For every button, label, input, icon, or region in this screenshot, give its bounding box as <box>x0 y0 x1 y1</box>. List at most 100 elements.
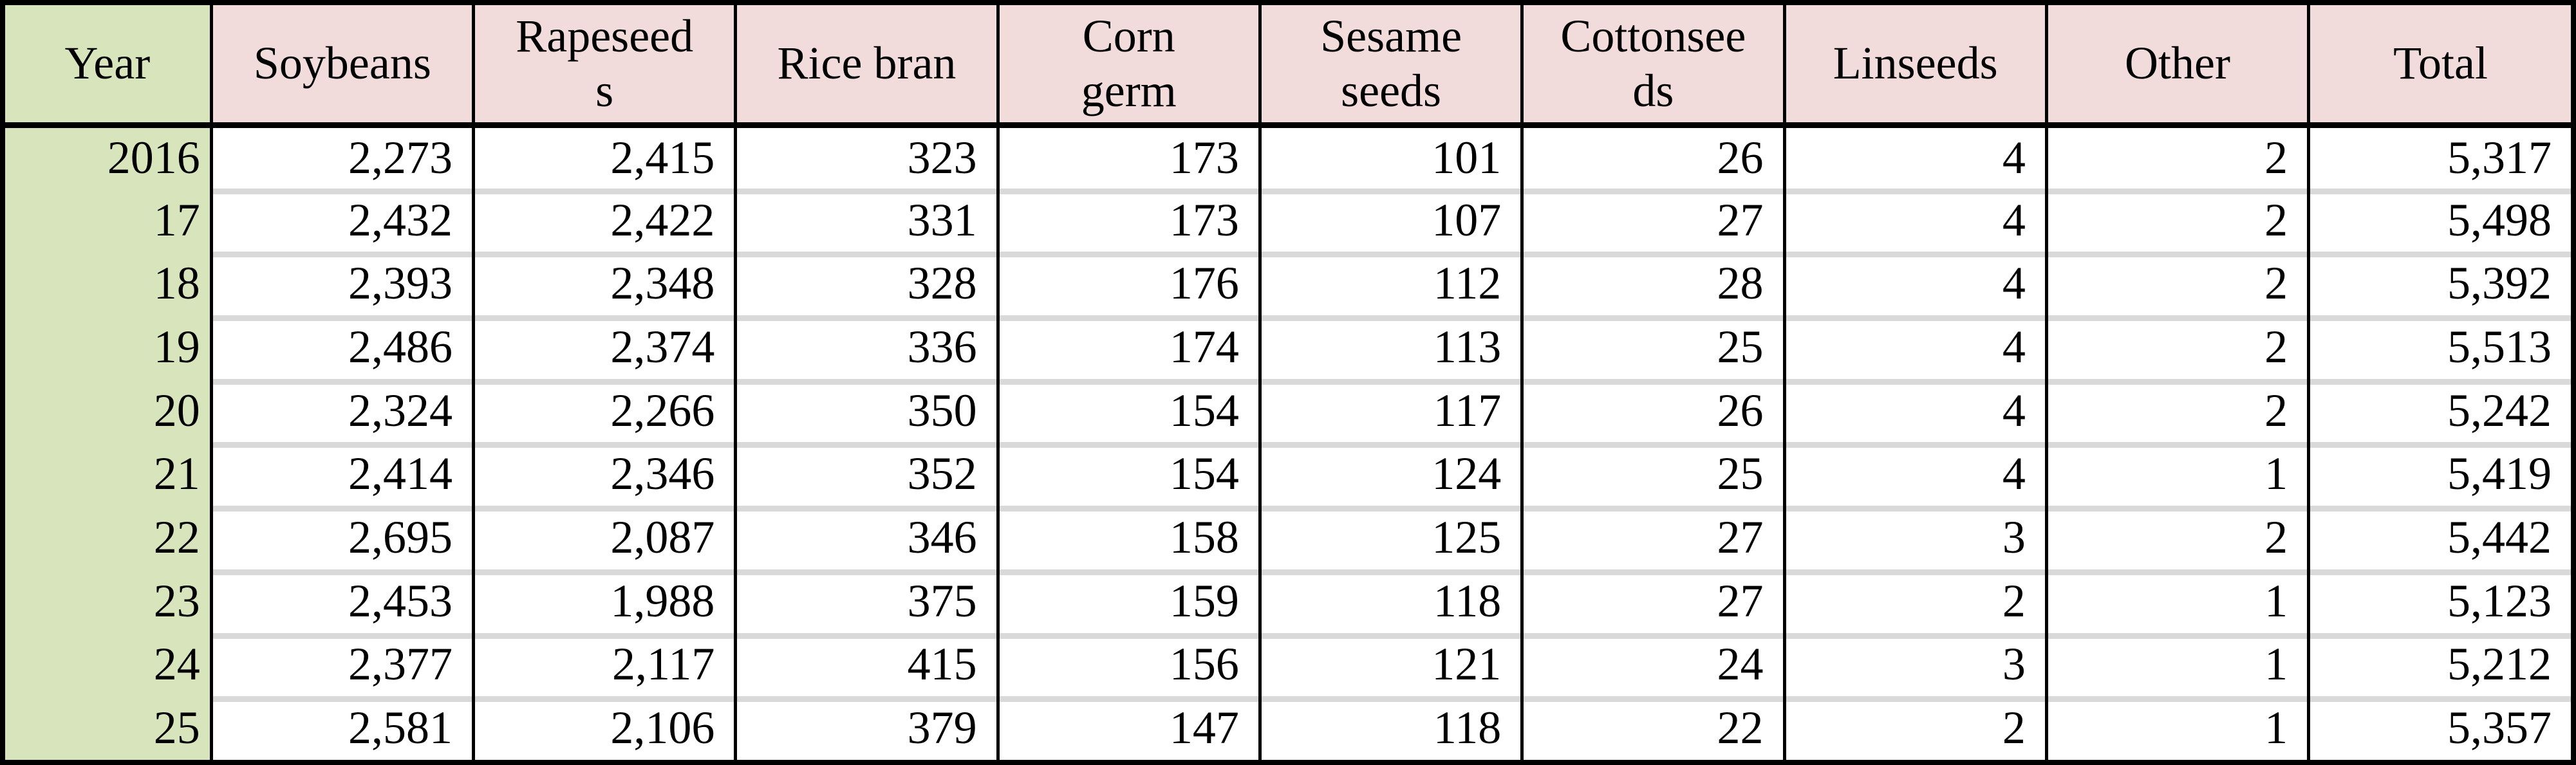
value-cell: 173 <box>996 188 1260 252</box>
value-cell: 121 <box>1258 632 1522 697</box>
value-cell: 336 <box>734 315 998 379</box>
table-row: 2016 2,273 2,415 323 173 101 26 4 2 5,317 <box>5 125 2571 189</box>
value-cell: 328 <box>734 252 998 316</box>
value-cell: 352 <box>734 442 998 506</box>
value-cell: 375 <box>734 569 998 633</box>
value-cell: 27 <box>1520 506 1785 569</box>
value-cell: 2 <box>2044 378 2309 443</box>
year-cell: 19 <box>5 315 212 379</box>
value-cell: 101 <box>1258 125 1522 189</box>
value-cell: 5,357 <box>2307 696 2571 760</box>
year-cell: 20 <box>5 378 212 443</box>
value-cell: 2 <box>1782 696 2047 760</box>
header-cell-rapeseeds: Rapeseed s <box>472 5 736 128</box>
value-cell: 1 <box>2044 442 2309 506</box>
table-row: 24 2,377 2,117 415 156 121 24 3 1 5,212 <box>5 632 2571 697</box>
value-cell: 5,392 <box>2307 252 2571 316</box>
year-cell: 18 <box>5 252 212 316</box>
value-cell: 156 <box>996 632 1260 697</box>
table-row: 22 2,695 2,087 346 158 125 27 3 2 5,442 <box>5 506 2571 569</box>
table-body: 2016 2,273 2,415 323 173 101 26 4 2 5,317 17 2,432 2… <box>5 125 2571 760</box>
data-table: Year Soybeans Rapeseed s Rice bran Corn … <box>5 5 2571 760</box>
value-cell: 24 <box>1520 632 1785 697</box>
value-cell: 2,414 <box>209 442 474 506</box>
value-cell: 26 <box>1520 378 1785 443</box>
value-cell: 5,419 <box>2307 442 2571 506</box>
header-row: Year Soybeans Rapeseed s Rice bran Corn … <box>5 5 2571 128</box>
value-cell: 346 <box>734 506 998 569</box>
header-cell-linseeds: Linseeds <box>1782 5 2047 128</box>
value-cell: 2,432 <box>209 188 474 252</box>
value-cell: 2,346 <box>472 442 736 506</box>
value-cell: 2,393 <box>209 252 474 316</box>
value-cell: 2 <box>2044 506 2309 569</box>
value-cell: 124 <box>1258 442 1522 506</box>
value-cell: 107 <box>1258 188 1522 252</box>
value-cell: 118 <box>1258 569 1522 633</box>
value-cell: 331 <box>734 188 998 252</box>
value-cell: 22 <box>1520 696 1785 760</box>
value-cell: 4 <box>1782 378 2047 443</box>
header-cell-total: Total <box>2307 5 2571 128</box>
table-row: 20 2,324 2,266 350 154 117 26 4 2 5,242 <box>5 378 2571 443</box>
value-cell: 4 <box>1782 188 2047 252</box>
value-cell: 1 <box>2044 632 2309 697</box>
value-cell: 5,498 <box>2307 188 2571 252</box>
value-cell: 1 <box>2044 569 2309 633</box>
table-row: 21 2,414 2,346 352 154 124 25 4 1 5,419 <box>5 442 2571 506</box>
value-cell: 2,266 <box>472 378 736 443</box>
value-cell: 173 <box>996 125 1260 189</box>
value-cell: 323 <box>734 125 998 189</box>
value-cell: 25 <box>1520 315 1785 379</box>
value-cell: 5,242 <box>2307 378 2571 443</box>
value-cell: 379 <box>734 696 998 760</box>
value-cell: 2,324 <box>209 378 474 443</box>
value-cell: 2,486 <box>209 315 474 379</box>
value-cell: 27 <box>1520 188 1785 252</box>
table-row: 25 2,581 2,106 379 147 118 22 2 1 5,357 <box>5 696 2571 760</box>
value-cell: 2,377 <box>209 632 474 697</box>
value-cell: 2,422 <box>472 188 736 252</box>
header-cell-sesame-seeds: Sesame seeds <box>1258 5 1522 128</box>
value-cell: 112 <box>1258 252 1522 316</box>
year-cell: 22 <box>5 506 212 569</box>
value-cell: 25 <box>1520 442 1785 506</box>
header-cell-year: Year <box>5 5 212 128</box>
value-cell: 154 <box>996 378 1260 443</box>
value-cell: 350 <box>734 378 998 443</box>
value-cell: 113 <box>1258 315 1522 379</box>
value-cell: 176 <box>996 252 1260 316</box>
value-cell: 1,988 <box>472 569 736 633</box>
value-cell: 118 <box>1258 696 1522 760</box>
value-cell: 28 <box>1520 252 1785 316</box>
value-cell: 2 <box>2044 252 2309 316</box>
value-cell: 5,513 <box>2307 315 2571 379</box>
value-cell: 158 <box>996 506 1260 569</box>
value-cell: 117 <box>1258 378 1522 443</box>
year-cell: 24 <box>5 632 212 697</box>
value-cell: 174 <box>996 315 1260 379</box>
value-cell: 27 <box>1520 569 1785 633</box>
header-cell-corn-germ: Corn germ <box>996 5 1260 128</box>
year-cell: 2016 <box>5 125 212 189</box>
value-cell: 4 <box>1782 315 2047 379</box>
value-cell: 154 <box>996 442 1260 506</box>
value-cell: 4 <box>1782 125 2047 189</box>
value-cell: 5,442 <box>2307 506 2571 569</box>
value-cell: 4 <box>1782 252 2047 316</box>
value-cell: 2,106 <box>472 696 736 760</box>
value-cell: 3 <box>1782 632 2047 697</box>
table-row: 23 2,453 1,988 375 159 118 27 2 1 5,123 <box>5 569 2571 633</box>
value-cell: 2,117 <box>472 632 736 697</box>
value-cell: 147 <box>996 696 1260 760</box>
value-cell: 2 <box>1782 569 2047 633</box>
value-cell: 5,317 <box>2307 125 2571 189</box>
value-cell: 2,581 <box>209 696 474 760</box>
header-cell-rice-bran: Rice bran <box>734 5 998 128</box>
value-cell: 2,415 <box>472 125 736 189</box>
value-cell: 3 <box>1782 506 2047 569</box>
year-cell: 23 <box>5 569 212 633</box>
header-cell-soybeans: Soybeans <box>209 5 474 128</box>
value-cell: 26 <box>1520 125 1785 189</box>
